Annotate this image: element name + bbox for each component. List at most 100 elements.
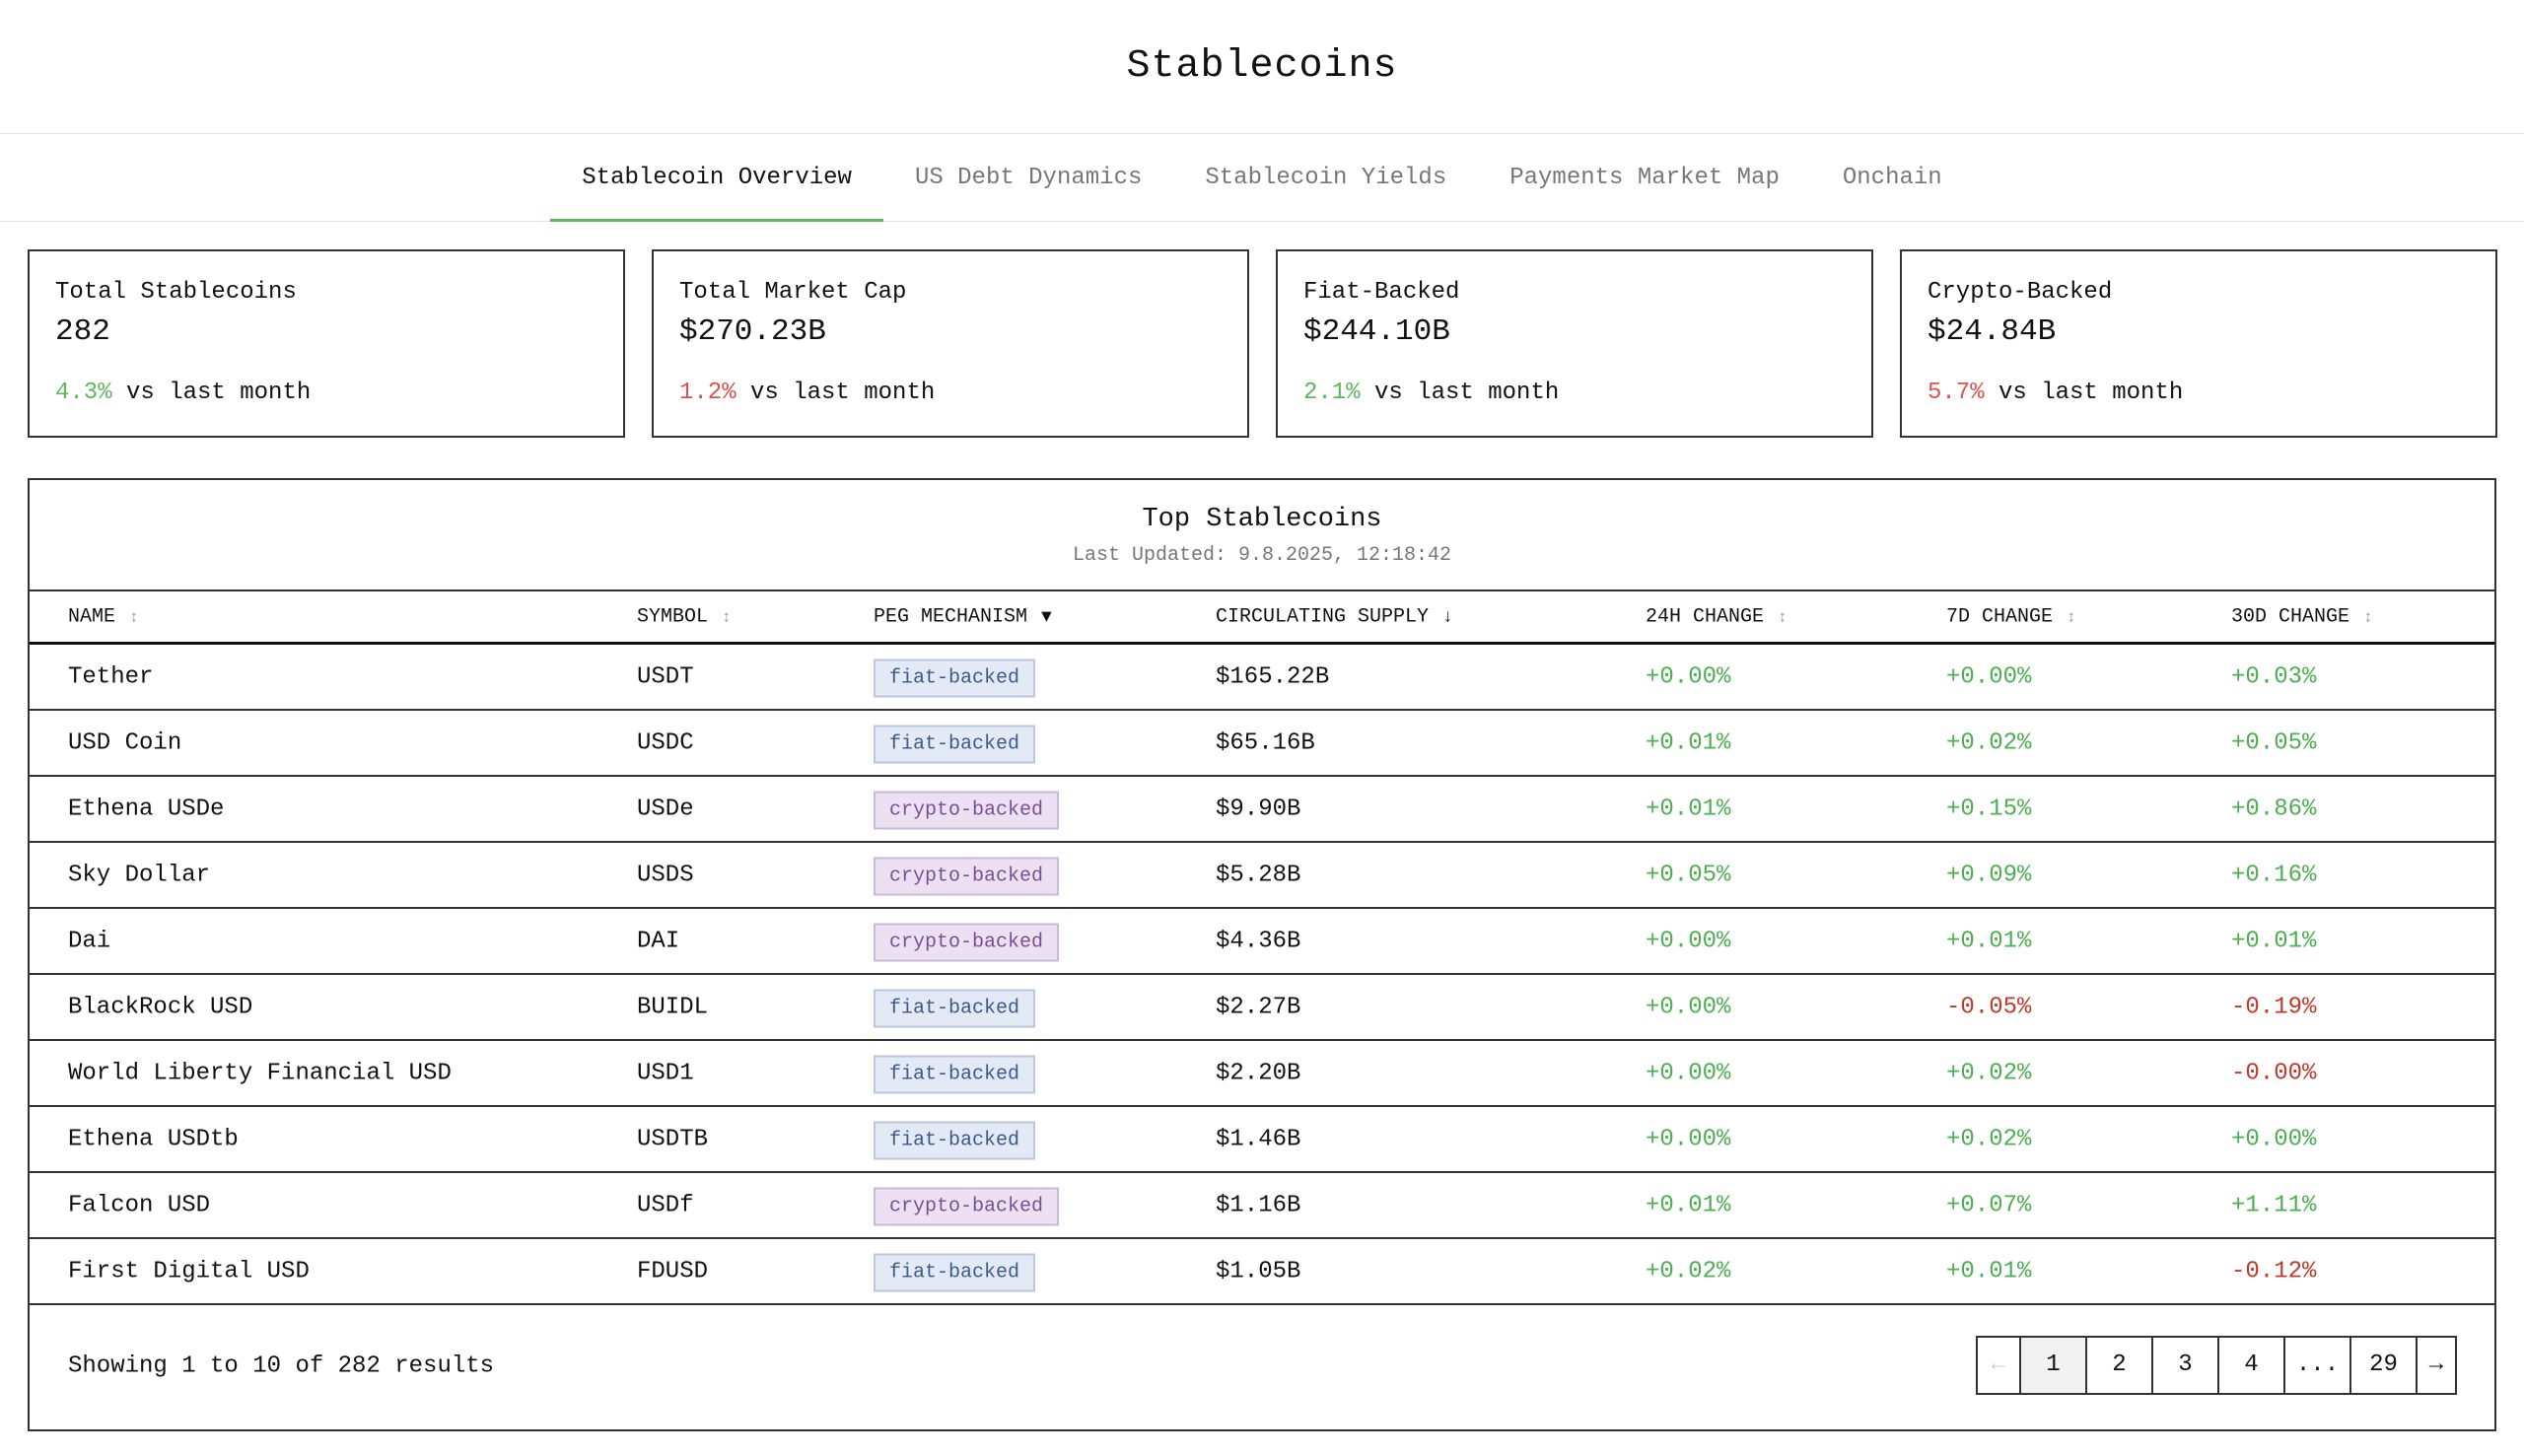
card-label: Fiat-Backed [1303,279,1460,306]
peg-badge: crypto-backed [874,857,1060,895]
page-button[interactable]: → [2416,1338,2455,1393]
column-header[interactable]: 7D CHANGE ↕ [1946,605,2076,628]
page-button[interactable]: 3 [2151,1338,2217,1393]
table-footer: Showing 1 to 10 of 282 results ← 1 2 3 4... 2… [30,1303,2494,1429]
peg-badge: fiat-backed [874,659,1036,697]
table-cell: fiat-backed [874,1253,1036,1291]
table-row[interactable]: USD Coin USDC fiat-backed $65.16B +0.01% +0.0… [30,711,2494,777]
change-value: +0.01% [1646,729,1731,756]
cell-text: Ethena USDtb [68,1126,239,1152]
table-cell: $1.16B [1216,1192,1300,1218]
card-change: 2.1% vs last month [1303,380,1559,406]
change-value: +0.05% [2231,729,2317,756]
page-button[interactable]: 1 [2019,1338,2085,1393]
results-count: Showing 1 to 10 of 282 results [68,1352,495,1380]
table-row[interactable]: Sky Dollar USDS crypto-backed $5.28B +0.05% +… [30,843,2494,909]
page-button[interactable]: 29 [2349,1338,2416,1393]
card-label: Crypto-Backed [1928,279,2113,306]
cell-text: USDe [637,796,694,822]
table-row[interactable]: Tether USDT fiat-backed $165.22B +0.00% +0.00… [30,645,2494,711]
change-value: +0.16% [2231,862,2317,888]
table-cell: fiat-backed [874,1121,1036,1159]
table-row[interactable]: First Digital USD FDUSD fiat-backed $1.05B +… [30,1239,2494,1305]
table-cell: +0.00% [1946,663,2031,690]
page-title: Stablecoins [1126,44,1398,89]
cell-text: $2.20B [1216,1060,1301,1086]
tab[interactable]: Stablecoin Overview [550,134,883,222]
card-change: 4.3% vs last month [55,380,311,406]
column-header[interactable]: 30D CHANGE ↕ [2231,605,2373,628]
change-value: +0.09% [1946,862,2032,888]
card-label: Total Stablecoins [55,279,297,306]
table-cell: +0.00% [1646,994,1730,1020]
table-cell: USDT [637,663,694,690]
tab[interactable]: US Debt Dynamics [914,165,1143,191]
cell-text: USDS [637,862,694,888]
change-value: +0.00% [2231,1126,2317,1152]
table-cell: +0.02% [1946,1060,2031,1086]
page-button[interactable]: ← [1991,1352,2006,1378]
cell-text: $9.90B [1216,796,1301,822]
page-button[interactable]: 2 [2085,1338,2151,1393]
table-row[interactable]: World Liberty Financial USD USD1 fiat-back… [30,1041,2494,1107]
table-cell: USD Coin [68,729,181,756]
table-cell: $1.05B [1216,1258,1300,1284]
page-button[interactable]: 4 [2217,1338,2283,1393]
change-value: +0.05% [1646,862,1731,888]
table-row[interactable]: BlackRock USD BUIDL fiat-backed $2.27B +0.00… [30,975,2494,1041]
change-note: vs last month [1374,380,1560,406]
column-header[interactable]: PEG MECHANISM ▼ [874,605,1052,628]
change-value: +0.03% [2231,663,2317,690]
column-header[interactable]: NAME ↕ [68,605,139,628]
column-header[interactable]: 24H CHANGE ↕ [1646,605,1788,628]
cell-text: World Liberty Financial USD [68,1060,452,1086]
table-cell: -0.19% [2231,994,2316,1020]
table-cell: +0.01% [1646,1192,1730,1218]
cell-text: Sky Dollar [68,862,211,888]
table-cell: fiat-backed [874,989,1036,1027]
card-value: $270.23B [679,314,826,349]
column-header[interactable]: CIRCULATING SUPPLY ↓ [1216,605,1453,628]
column-label: 30D CHANGE [2231,605,2350,628]
tab[interactable]: Payments Market Map [1509,165,1780,191]
cell-text: Dai [68,928,111,954]
page-button[interactable]: ... [2283,1338,2349,1393]
cell-text: USD1 [637,1060,694,1086]
table-cell: $2.27B [1216,994,1300,1020]
table-cell: $4.36B [1216,928,1300,954]
table-cell: DAI [637,928,679,954]
cell-text: Tether [68,663,154,690]
change-value: +0.01% [1646,796,1731,822]
table-cell: +0.05% [1646,862,1730,888]
change-value: 1.2% [679,380,736,406]
table-row[interactable]: Dai DAI crypto-backed $4.36B +0.00% +0.01% +0.… [30,909,2494,975]
table-cell: First Digital USD [68,1258,310,1284]
header-row: NAME ↕ SYMBOL ↕ PEG MECHANISM ▼ CIRCULATING SU… [30,591,2494,645]
peg-badge: crypto-backed [874,1187,1060,1225]
sort-icon: ↕ [1778,608,1788,626]
cell-text: $65.16B [1216,729,1315,756]
change-value: +0.01% [2231,928,2317,954]
table-cell: +1.11% [2231,1192,2316,1218]
peg-badge: fiat-backed [874,1055,1036,1093]
card-value: $24.84B [1928,314,2057,349]
cell-text: $5.28B [1216,862,1301,888]
table-cell: -0.12% [2231,1258,2316,1284]
table-cell: World Liberty Financial USD [68,1060,452,1086]
column-header[interactable]: SYMBOL ↕ [637,605,732,628]
change-value: +0.02% [1946,729,2032,756]
column-label: PEG MECHANISM [874,605,1028,628]
table-cell: +0.01% [2231,928,2316,954]
table-cell: -0.00% [2231,1060,2316,1086]
tab[interactable]: Stablecoin Yields [1205,165,1447,191]
peg-badge: crypto-backed [874,923,1060,961]
sort-icon: ▼ [1041,607,1052,627]
table-row[interactable]: Falcon USD USDf crypto-backed $1.16B +0.01% +… [30,1173,2494,1239]
table-row[interactable]: Ethena USDtb USDTB fiat-backed $1.46B +0.00%… [30,1107,2494,1173]
tab[interactable]: Onchain [1842,165,1942,191]
sort-icon: ↕ [129,608,139,626]
change-value: +0.01% [1946,928,2032,954]
change-value: -0.05% [1946,994,2032,1020]
table-row[interactable]: Ethena USDe USDe crypto-backed $9.90B +0.01%… [30,777,2494,843]
table-header: Top Stablecoins Last Updated: 9.8.2025, … [30,480,2494,591]
